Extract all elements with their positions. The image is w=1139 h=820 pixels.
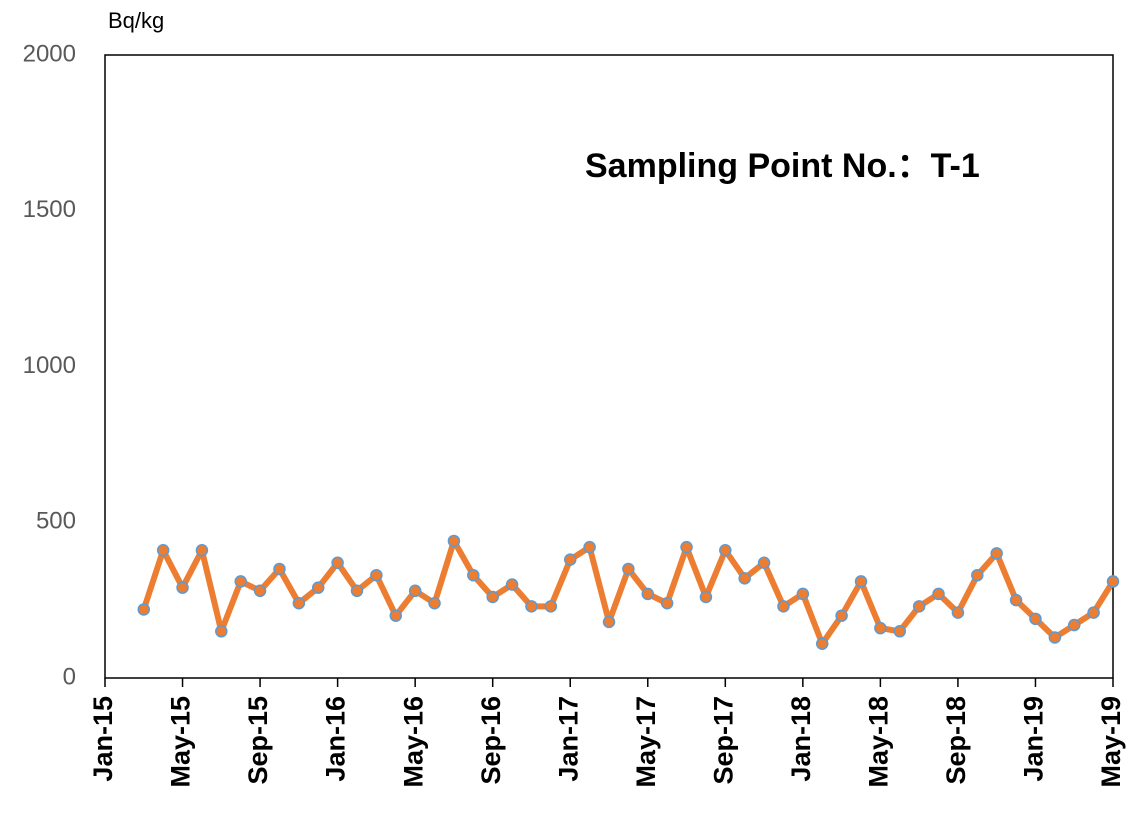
x-tick-label: Sep-16 bbox=[476, 696, 506, 785]
x-tick-label: Jan-19 bbox=[1019, 696, 1049, 782]
y-tick-label: 1500 bbox=[23, 196, 76, 223]
data-point bbox=[408, 584, 422, 598]
data-point bbox=[1067, 618, 1081, 632]
data-point bbox=[486, 590, 499, 604]
data-point bbox=[1087, 606, 1100, 619]
data-point bbox=[680, 540, 693, 554]
data-point bbox=[234, 575, 247, 588]
x-tick-label: May-15 bbox=[166, 696, 196, 788]
data-point bbox=[699, 590, 713, 604]
x-tick-label: Sep-17 bbox=[708, 696, 738, 785]
data-point bbox=[622, 562, 635, 576]
data-point bbox=[1009, 593, 1023, 607]
data-point bbox=[176, 581, 189, 594]
data-point bbox=[505, 578, 519, 591]
data-point bbox=[912, 600, 926, 613]
data-point bbox=[796, 587, 810, 601]
data-point bbox=[292, 596, 306, 610]
data-point bbox=[835, 609, 848, 622]
x-tick-label: Sep-15 bbox=[243, 696, 273, 785]
y-tick-label: 2000 bbox=[23, 40, 76, 67]
x-tick-label: Jan-15 bbox=[88, 696, 118, 782]
data-point bbox=[428, 596, 441, 610]
data-point bbox=[641, 587, 655, 601]
data-point bbox=[893, 625, 907, 638]
data-point bbox=[370, 568, 383, 582]
data-point bbox=[583, 540, 596, 554]
data-point bbox=[777, 600, 790, 613]
data-point bbox=[815, 637, 829, 650]
data-point bbox=[932, 587, 945, 601]
data-point bbox=[467, 568, 480, 582]
x-tick-label: May-16 bbox=[398, 696, 428, 788]
data-point bbox=[874, 621, 887, 635]
data-point bbox=[156, 544, 170, 557]
y-tick-label: 500 bbox=[36, 508, 76, 535]
x-tick-label: Jan-16 bbox=[321, 696, 351, 782]
data-point bbox=[331, 556, 344, 569]
data-point bbox=[311, 581, 325, 594]
y-tick-label: 0 bbox=[63, 663, 76, 690]
data-point bbox=[1048, 631, 1062, 644]
data-point bbox=[215, 625, 228, 638]
data-point bbox=[447, 534, 461, 548]
data-point bbox=[389, 609, 403, 622]
data-point bbox=[660, 596, 674, 610]
data-point bbox=[990, 547, 1003, 560]
data-point bbox=[253, 584, 267, 598]
data-point bbox=[719, 544, 732, 557]
annotation: Sampling Point No.：T-1 bbox=[585, 147, 980, 185]
x-tick-label: Jan-17 bbox=[553, 696, 583, 782]
data-point bbox=[195, 544, 209, 557]
data-point bbox=[757, 556, 771, 569]
data-point bbox=[1029, 612, 1042, 626]
data-point bbox=[738, 572, 751, 585]
data-point bbox=[350, 584, 364, 598]
data-point bbox=[544, 600, 558, 613]
data-point bbox=[525, 600, 538, 613]
x-tick-label: May-18 bbox=[864, 696, 894, 788]
data-point bbox=[273, 562, 286, 576]
data-point bbox=[951, 606, 965, 619]
data-point bbox=[971, 568, 984, 582]
y-tick-label: 1000 bbox=[23, 352, 76, 379]
data-point bbox=[563, 553, 577, 566]
x-tick-label: Sep-18 bbox=[941, 696, 971, 785]
data-line bbox=[140, 537, 1116, 647]
data-point bbox=[1106, 575, 1120, 588]
x-tick-label: May-17 bbox=[631, 696, 661, 788]
plot-frame bbox=[104, 54, 1114, 679]
data-point bbox=[602, 615, 616, 629]
data-point bbox=[854, 575, 868, 588]
data-point bbox=[137, 603, 151, 616]
x-tick-label: Jan-18 bbox=[786, 696, 816, 782]
y-axis-label: Bq/kg bbox=[108, 8, 164, 33]
x-tick-label: May-19 bbox=[1096, 696, 1126, 788]
